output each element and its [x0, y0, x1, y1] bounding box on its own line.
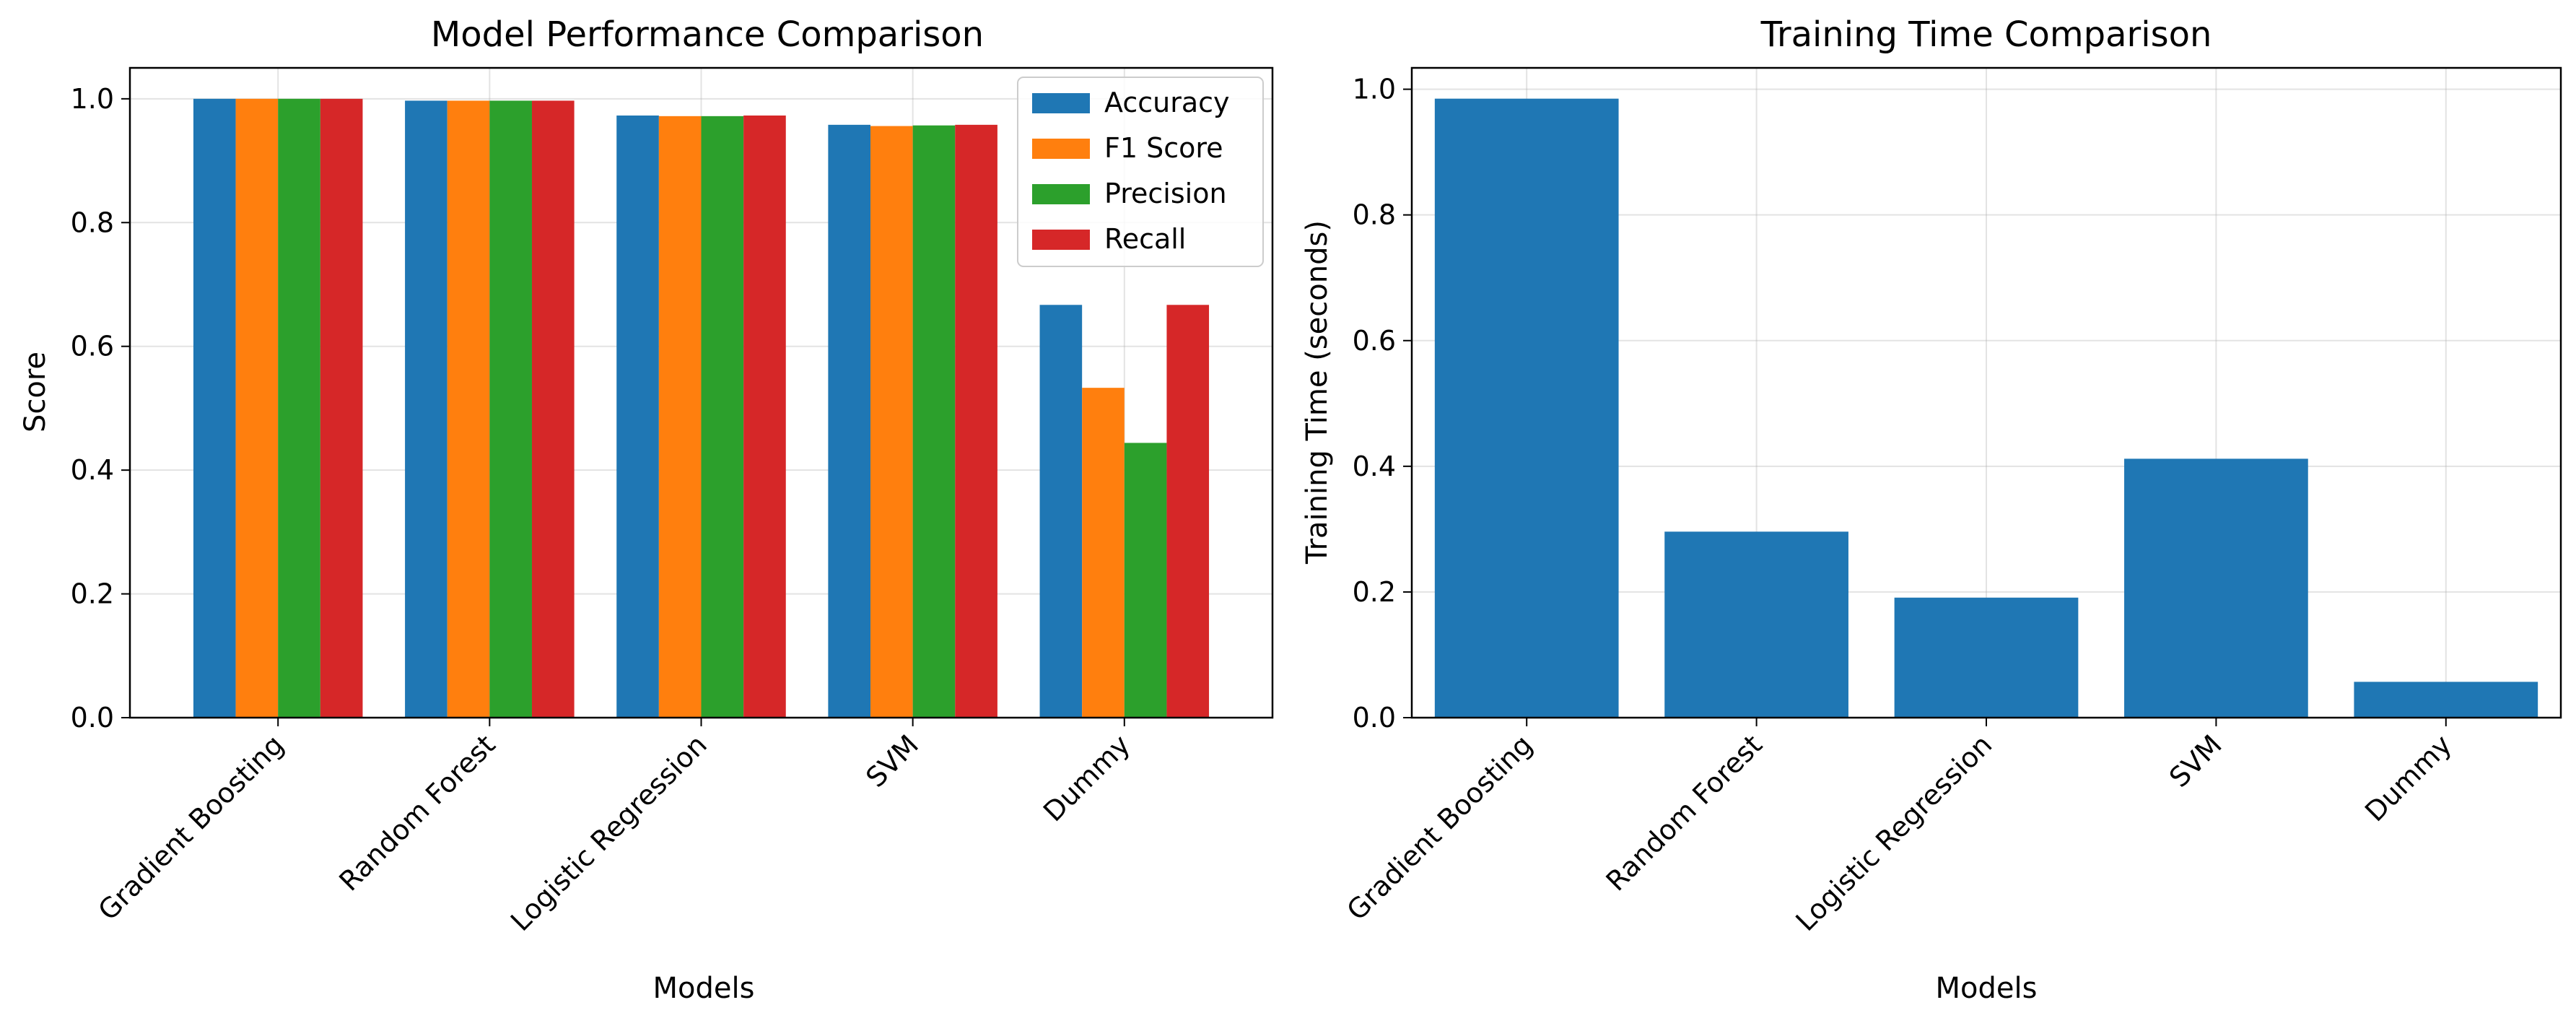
- performance-legend: Accuracy F1 Score Precision Recall: [1017, 77, 1264, 267]
- legend-box: [1017, 77, 1264, 267]
- performance-bar: [447, 100, 490, 718]
- performance-y-tick-label: 0.0: [71, 702, 114, 734]
- performance-bar: [828, 124, 871, 718]
- training-time-bar: [2124, 458, 2308, 718]
- performance-bar: [193, 98, 236, 718]
- performance-bar: [701, 116, 744, 718]
- performance-bar: [955, 124, 997, 718]
- training-time-bar: [1434, 98, 1619, 718]
- training-time-chart-title: Training Time Comparison: [1760, 14, 2212, 55]
- performance-bar: [743, 116, 786, 718]
- performance-bar: [489, 100, 532, 718]
- training-time-y-tick-label: 0.0: [1353, 702, 1396, 734]
- training-time-y-tick-label: 0.6: [1353, 325, 1396, 357]
- training-time-y-tick-label: 0.8: [1353, 199, 1396, 231]
- legend-label: Accuracy: [1104, 87, 1230, 118]
- performance-bar: [531, 100, 575, 718]
- training-time-bar: [1894, 597, 2079, 718]
- performance-y-axis-label: Score: [19, 352, 52, 432]
- performance-bar: [912, 125, 956, 718]
- training-time-axes-frame: [1410, 66, 2562, 719]
- performance-bar: [1039, 305, 1083, 718]
- performance-bars: [193, 98, 1210, 718]
- legend-swatch: [1032, 139, 1090, 159]
- performance-y-tick-label: 0.8: [71, 206, 114, 238]
- training-time-y-tick-label: 1.0: [1353, 74, 1396, 105]
- legend-label: Precision: [1104, 178, 1227, 209]
- performance-bar: [870, 126, 913, 718]
- legend-label: F1 Score: [1104, 132, 1223, 164]
- training-time-y-axis-label: Training Time (seconds): [1301, 220, 1334, 565]
- training-time-x-axis-label: Models: [1936, 972, 2038, 1005]
- performance-x-axis-label: Models: [653, 972, 755, 1005]
- performance-y-tick-label: 0.4: [71, 454, 114, 486]
- performance-bar: [405, 100, 447, 718]
- performance-bar: [320, 98, 363, 718]
- performance-bar: [278, 98, 320, 718]
- performance-chart: Model Performance Comparison Models Scor…: [19, 14, 1274, 1005]
- training-time-bars: [1434, 98, 2538, 718]
- performance-bar: [1082, 388, 1125, 718]
- performance-bar: [616, 116, 659, 718]
- performance-bar: [658, 116, 702, 718]
- legend-swatch: [1032, 93, 1090, 113]
- performance-y-tick-label: 0.2: [71, 578, 114, 610]
- performance-chart-title: Model Performance Comparison: [431, 14, 984, 55]
- performance-y-tick-label: 0.6: [71, 331, 114, 362]
- performance-bar: [1166, 305, 1210, 718]
- training-time-y-tick-label: 0.2: [1353, 576, 1396, 608]
- training-time-bar: [1664, 531, 1848, 718]
- legend-swatch: [1032, 184, 1090, 204]
- legend-swatch: [1032, 230, 1090, 250]
- training-time-bar: [2354, 682, 2538, 718]
- legend-label: Recall: [1104, 223, 1186, 255]
- performance-bar: [235, 98, 279, 718]
- performance-axes-frame: [128, 66, 1274, 719]
- training-time-y-tick-label: 0.4: [1353, 451, 1396, 482]
- performance-y-tick-label: 1.0: [71, 83, 114, 115]
- performance-bar: [1124, 443, 1167, 718]
